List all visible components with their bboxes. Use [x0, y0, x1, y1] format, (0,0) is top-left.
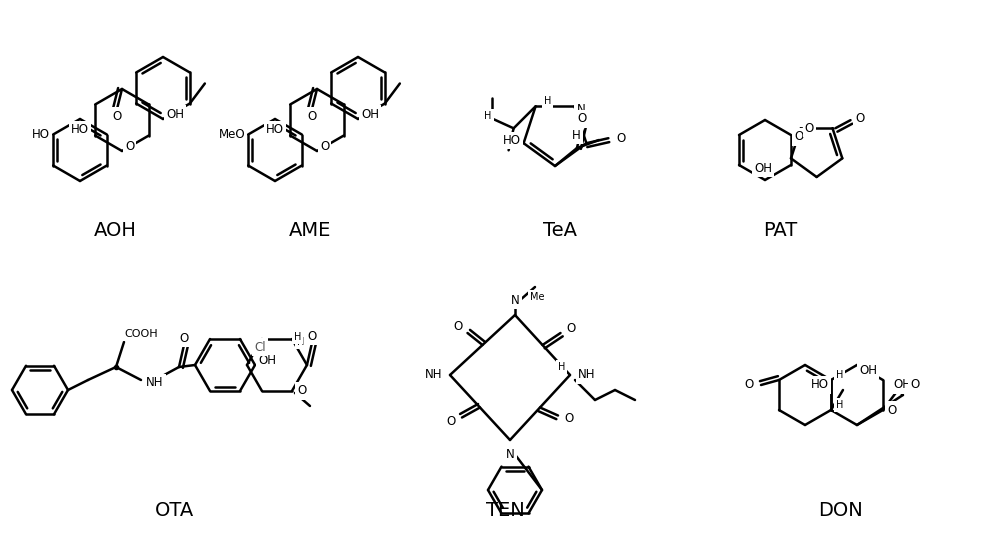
Text: O: O: [125, 140, 134, 153]
Text: PAT: PAT: [763, 221, 797, 240]
Text: H: H: [836, 400, 843, 410]
Text: O: O: [112, 110, 122, 122]
Text: AME: AME: [289, 221, 331, 240]
Text: N: N: [506, 448, 514, 461]
Text: O: O: [453, 321, 462, 333]
Text: O: O: [447, 415, 456, 428]
Text: NH: NH: [424, 368, 442, 381]
Text: O: O: [805, 122, 814, 135]
Text: OH: OH: [859, 364, 877, 376]
Text: O: O: [616, 132, 626, 144]
Text: O: O: [307, 110, 317, 122]
Text: H: H: [544, 96, 551, 106]
Text: OTA: OTA: [155, 500, 195, 519]
Text: H: H: [294, 332, 301, 342]
Text: OH: OH: [754, 162, 772, 175]
Text: O: O: [910, 379, 919, 391]
Text: HO: HO: [503, 134, 521, 147]
Text: O: O: [566, 323, 576, 336]
Text: H: H: [484, 111, 492, 121]
Text: Cl: Cl: [254, 340, 266, 353]
Text: Me: Me: [530, 292, 544, 302]
Text: O: O: [307, 330, 317, 343]
Text: DON: DON: [818, 500, 862, 519]
Text: H: H: [297, 337, 304, 347]
Text: O: O: [794, 130, 803, 143]
Text: HO: HO: [266, 123, 284, 136]
Text: O: O: [577, 112, 587, 126]
Text: O: O: [745, 379, 754, 391]
Text: O: O: [179, 331, 189, 345]
Text: OH: OH: [166, 107, 184, 120]
Text: TeA: TeA: [543, 221, 577, 240]
Text: H: H: [836, 370, 843, 380]
Text: AOH: AOH: [94, 221, 136, 240]
Text: N: N: [511, 294, 519, 307]
Text: OH: OH: [893, 379, 911, 391]
Text: N: N: [576, 103, 585, 116]
Text: OH: OH: [258, 353, 276, 366]
Text: O: O: [887, 403, 896, 417]
Text: HO: HO: [811, 379, 829, 391]
Text: COOH: COOH: [124, 329, 158, 339]
Text: O: O: [856, 112, 865, 125]
Text: O: O: [297, 384, 306, 397]
Text: NH: NH: [146, 376, 164, 389]
Text: MeO: MeO: [219, 128, 245, 141]
Text: H: H: [558, 362, 565, 372]
Text: H: H: [572, 129, 581, 142]
Text: OH: OH: [361, 107, 379, 120]
Text: O: O: [320, 140, 329, 153]
Text: NH: NH: [578, 368, 596, 381]
Text: HO: HO: [71, 123, 89, 136]
Text: TEN: TEN: [486, 500, 524, 519]
Text: HO: HO: [32, 128, 50, 141]
Text: O: O: [564, 412, 573, 425]
